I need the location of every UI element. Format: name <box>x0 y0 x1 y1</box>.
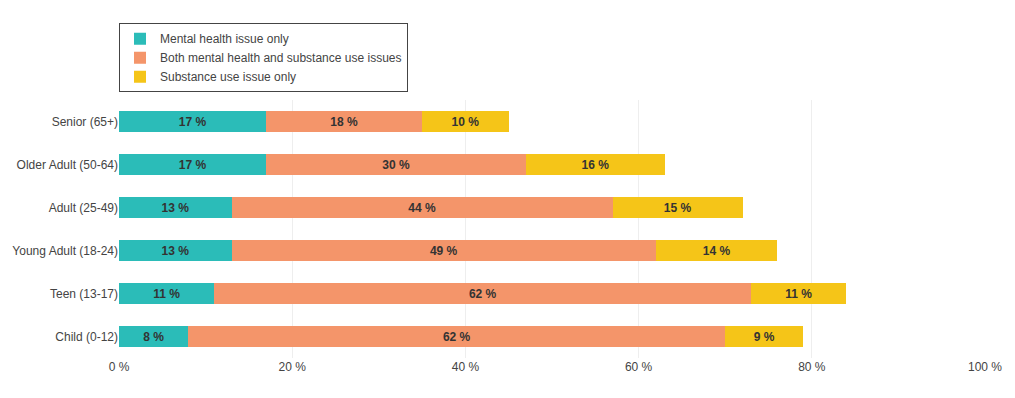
svg-text:20 %: 20 % <box>279 360 307 374</box>
svg-text:Young Adult (18-24): Young Adult (18-24) <box>12 244 118 258</box>
svg-text:Senior (65+): Senior (65+) <box>52 115 118 129</box>
svg-text:Both mental health and substan: Both mental health and substance use iss… <box>160 51 402 65</box>
svg-text:80 %: 80 % <box>798 360 826 374</box>
svg-text:40 %: 40 % <box>452 360 480 374</box>
svg-text:15 %: 15 % <box>664 201 692 215</box>
svg-text:17 %: 17 % <box>179 158 207 172</box>
svg-text:11 %: 11 % <box>785 287 812 301</box>
svg-text:Mental health issue only: Mental health issue only <box>160 32 289 46</box>
svg-text:Older Adult (50-64): Older Adult (50-64) <box>17 158 118 172</box>
svg-text:44 %: 44 % <box>408 201 436 215</box>
svg-text:60 %: 60 % <box>625 360 653 374</box>
svg-text:62 %: 62 % <box>469 287 497 301</box>
svg-text:9 %: 9 % <box>754 330 775 344</box>
svg-text:Adult (25-49): Adult (25-49) <box>49 201 118 215</box>
svg-text:18 %: 18 % <box>330 115 358 129</box>
svg-text:13 %: 13 % <box>161 244 189 258</box>
svg-text:Substance use issue only: Substance use issue only <box>160 70 296 84</box>
svg-text:14 %: 14 % <box>703 244 731 258</box>
svg-text:49 %: 49 % <box>430 244 458 258</box>
svg-text:Teen (13-17): Teen (13-17) <box>50 287 118 301</box>
svg-text:13 %: 13 % <box>161 201 189 215</box>
svg-text:8 %: 8 % <box>143 330 164 344</box>
svg-text:17 %: 17 % <box>179 115 207 129</box>
svg-text:62 %: 62 % <box>443 330 471 344</box>
svg-text:30 %: 30 % <box>382 158 410 172</box>
svg-text:16 %: 16 % <box>581 158 609 172</box>
svg-text:Child (0-12): Child (0-12) <box>55 330 118 344</box>
svg-text:10 %: 10 % <box>452 115 480 129</box>
svg-text:100 %: 100 % <box>968 360 1002 374</box>
svg-text:11 %: 11 % <box>153 287 180 301</box>
svg-text:0 %: 0 % <box>109 360 130 374</box>
